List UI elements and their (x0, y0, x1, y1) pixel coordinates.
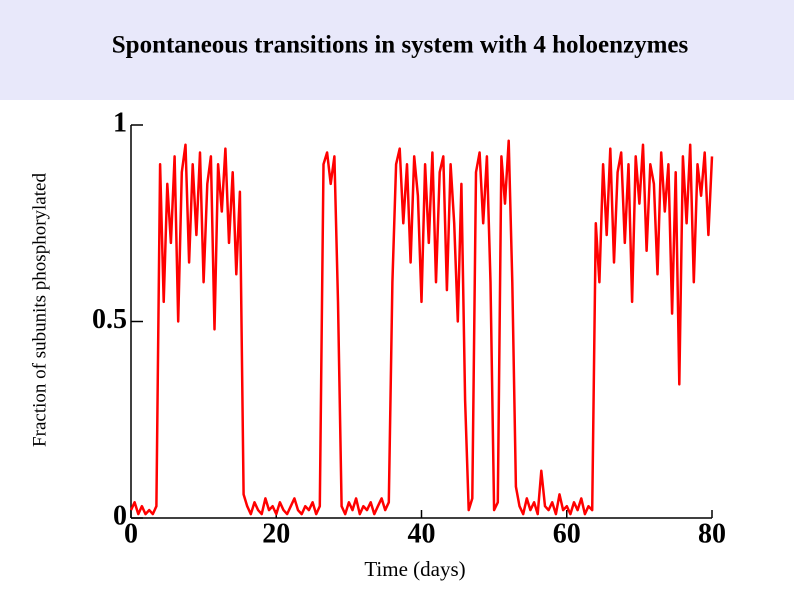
y-axis-label: Fraction of subunits phosphorylated (29, 173, 50, 447)
data-line (129, 139, 714, 516)
title-band (0, 0, 794, 100)
y-tick-label: 0.5 (92, 304, 127, 335)
x-tick-label: 80 (698, 518, 726, 549)
x-tick-label: 20 (262, 518, 290, 549)
x-tick-label: 0 (124, 518, 138, 549)
chart-title: Spontaneous transitions in system with 4… (112, 32, 689, 59)
x-tick-label: 40 (408, 518, 436, 549)
y-tick-label: 1 (113, 107, 127, 138)
x-axis-label: Time (days) (364, 557, 465, 581)
y-tick-label: 0 (113, 500, 127, 531)
x-tick-label: 60 (553, 518, 581, 549)
